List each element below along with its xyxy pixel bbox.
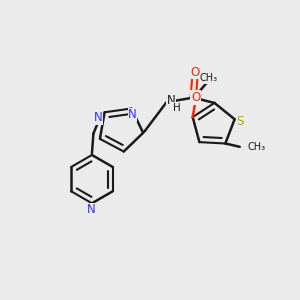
Text: N: N — [128, 109, 137, 122]
Text: H: H — [172, 103, 180, 112]
Text: S: S — [236, 115, 244, 128]
Text: CH₃: CH₃ — [248, 142, 266, 152]
Text: O: O — [191, 91, 200, 104]
Text: N: N — [167, 94, 176, 107]
Text: N: N — [94, 111, 103, 124]
Text: N: N — [87, 203, 96, 216]
Text: CH₃: CH₃ — [199, 74, 217, 83]
Text: O: O — [190, 65, 200, 79]
